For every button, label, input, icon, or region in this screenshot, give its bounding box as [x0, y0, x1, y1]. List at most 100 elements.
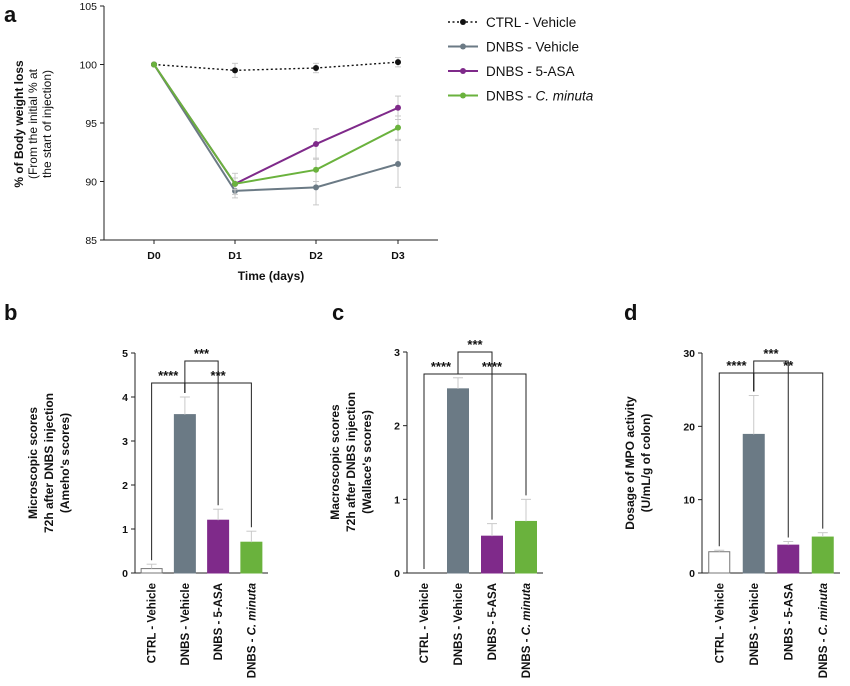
- y-tick-label: 0: [122, 568, 128, 580]
- x-category-label: DNBS - Vehicle: [749, 583, 761, 665]
- bar-chart-panel-b: 0 1 2 3 4 5 Microscopic scores 72h after DNBS i…: [26, 346, 268, 678]
- y-tick-label: 1: [394, 494, 400, 506]
- x-category-label: CTRL - Vehicle: [714, 583, 726, 663]
- significance-label: ****: [482, 359, 503, 374]
- y-axis-title-line: Macroscopic scores: [328, 404, 342, 520]
- bar: [173, 414, 196, 574]
- x-category-label-main: DNBS -: [521, 635, 533, 678]
- y-tick-label: 20: [683, 421, 695, 433]
- y-tick-label: 0: [689, 568, 695, 580]
- bar: [708, 551, 731, 574]
- y-axis-title-line: (U/mL/g of colon): [639, 414, 653, 513]
- y-tick-label: 95: [85, 118, 97, 130]
- significance-label: ***: [763, 346, 779, 361]
- x-category-label-main: DNBS - 5-ASA: [487, 583, 499, 660]
- significance-label: ***: [211, 368, 227, 383]
- x-category-label: CTRL - Vehicle: [147, 583, 159, 663]
- data-point: [313, 184, 319, 191]
- bar-chart-panel-c: 0 1 2 3 Macroscopic scores 72h after DNBS inj…: [328, 337, 543, 678]
- x-category-label-main: DNBS -: [818, 635, 830, 678]
- x-category-label: DNBS - 5-ASA: [213, 583, 225, 660]
- significance-label: ****: [158, 368, 179, 383]
- x-tick-label: D2: [309, 250, 323, 262]
- legend-label-main: CTRL - Vehicle: [486, 15, 576, 30]
- y-tick-label: 4: [122, 392, 128, 404]
- x-category-label-main: DNBS - Vehicle: [453, 583, 465, 665]
- data-point: [395, 160, 401, 167]
- panel-letter-b: b: [4, 300, 17, 325]
- bar: [140, 568, 163, 574]
- data-point: [313, 65, 319, 72]
- x-tick-label: D3: [391, 250, 405, 262]
- data-point: [232, 180, 238, 187]
- bar: [515, 520, 537, 574]
- legend-label: DNBS - Vehicle: [486, 40, 579, 55]
- legend-label: DNBS - C. minuta: [486, 89, 594, 104]
- data-point: [313, 166, 319, 173]
- significance-label: **: [783, 358, 794, 373]
- legend-label: DNBS - 5-ASA: [486, 64, 575, 79]
- y-axis-title-line: (Wallace's scores): [360, 410, 374, 514]
- panel-letter-c: c: [332, 300, 344, 325]
- y-tick-label: 105: [79, 1, 97, 13]
- significance-label: ****: [726, 358, 747, 373]
- significance-bracket: [458, 373, 527, 496]
- panel-letter-a: a: [4, 2, 17, 27]
- y-axis-title-line: 72h after DNBS injection: [344, 392, 358, 532]
- panel-letter-d: d: [624, 300, 637, 325]
- y-axis-title-line: (Ameho's scores): [58, 413, 72, 513]
- bar-chart-panel-d: 0 10 20 30 Dosage of MPO activity (U/mL/g of …: [623, 346, 840, 678]
- y-axis-title-line: Microscopic scores: [26, 407, 40, 519]
- bar: [742, 433, 765, 574]
- data-point: [313, 141, 319, 148]
- x-category-label-main: CTRL - Vehicle: [714, 583, 726, 663]
- x-category-label: DNBS - C. minuta: [246, 582, 258, 678]
- y-axis-title-line: % of Body weight loss: [12, 60, 26, 188]
- x-category-label-main: DNBS - Vehicle: [180, 583, 192, 665]
- significance-bracket: [753, 372, 824, 529]
- x-axis-title: Time (days): [238, 269, 304, 283]
- legend-label-main: DNBS - 5-ASA: [486, 64, 575, 79]
- y-tick-label: 30: [683, 348, 695, 360]
- y-tick-label: 1: [122, 524, 128, 536]
- x-category-label-main: DNBS - 5-ASA: [783, 583, 795, 660]
- significance-bracket: [457, 351, 493, 520]
- line-chart-panel-a: 85 90 95 100 105 D0 D1 D2 D3 Time (days) % of Body…: [12, 1, 594, 283]
- legend-marker: [460, 19, 466, 25]
- legend-marker: [460, 43, 466, 50]
- x-category-label: DNBS - C. minuta: [521, 582, 533, 678]
- x-category-label-main: DNBS - Vehicle: [749, 583, 761, 665]
- x-category-label: DNBS - Vehicle: [180, 583, 192, 665]
- y-axis-title-line: 72h after DNBS injection: [42, 393, 56, 533]
- x-category-label: DNBS - 5-ASA: [783, 583, 795, 660]
- x-category-label-italic: C. minuta: [521, 582, 533, 635]
- series-line: [153, 61, 399, 72]
- significance-bracket: [423, 373, 458, 569]
- y-tick-label: 90: [85, 177, 97, 189]
- x-category-label: DNBS - Vehicle: [453, 583, 465, 665]
- legend-label: CTRL - Vehicle: [486, 15, 576, 30]
- y-tick-label: 3: [122, 436, 128, 448]
- significance-label: ***: [467, 337, 483, 352]
- x-category-label-italic: C. minuta: [246, 582, 258, 635]
- y-tick-label: 3: [394, 347, 400, 359]
- significance-bracket: [184, 360, 219, 506]
- x-tick-label: D0: [147, 250, 161, 262]
- bar: [777, 544, 800, 574]
- bar: [811, 536, 834, 574]
- significance-label: ****: [431, 359, 452, 374]
- legend-label-main: DNBS -: [486, 89, 536, 104]
- x-category-label-italic: C. minuta: [818, 582, 830, 635]
- data-point: [395, 124, 401, 131]
- bar: [447, 388, 469, 574]
- legend-label-main: DNBS - Vehicle: [486, 40, 579, 55]
- x-category-label: CTRL - Vehicle: [419, 583, 431, 663]
- bar: [240, 541, 263, 574]
- x-category-label: DNBS - C. minuta: [818, 582, 830, 678]
- y-tick-label: 2: [122, 480, 128, 492]
- y-tick-label: 10: [683, 495, 695, 507]
- y-tick-label: 100: [79, 60, 97, 72]
- y-tick-label: 85: [85, 235, 97, 247]
- x-category-label-main: CTRL - Vehicle: [419, 583, 431, 663]
